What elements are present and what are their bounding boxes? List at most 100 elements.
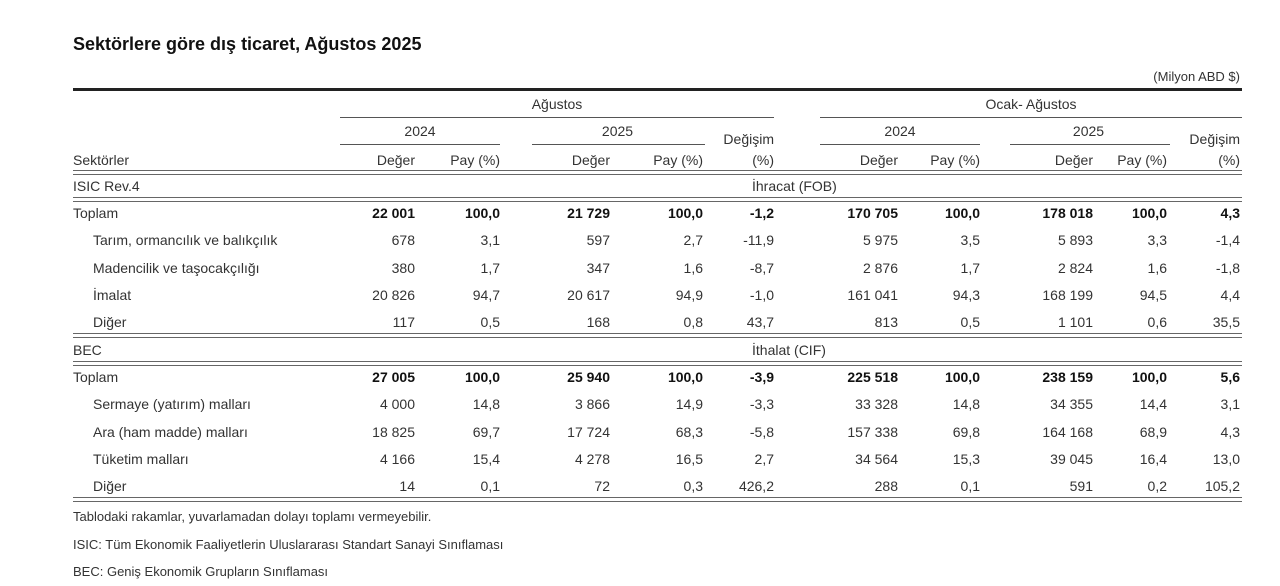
footnote: Tablodaki rakamlar, yuvarlamadan dolayı … [73, 509, 432, 524]
table-cell: 238 159 [1042, 369, 1093, 385]
table-cell: 2 876 [862, 259, 898, 276]
table-cell: 100,0 [1131, 205, 1167, 221]
table-cell: 16,5 [675, 450, 703, 467]
table-cell: 69,7 [472, 423, 500, 440]
table-cell: -1,2 [749, 205, 774, 221]
value-header: Değer [376, 152, 415, 168]
table-cell: 100,0 [1131, 369, 1167, 385]
row-label: İmalat [93, 286, 132, 303]
table-cell: 14,8 [472, 396, 500, 413]
divider [73, 333, 1242, 338]
table-cell: 14,8 [952, 396, 980, 413]
page-title: Sektörlere göre dış ticaret, Ağustos 202… [73, 34, 422, 54]
footnote: BEC: Geniş Ekonomik Grupların Sınıflamas… [73, 564, 329, 579]
table-cell: 4 166 [379, 450, 415, 467]
flow-label: İhracat (FOB) [752, 178, 837, 194]
table-cell: 94,7 [472, 286, 500, 303]
row-label: Madencilik ve taşocakçılığı [93, 259, 260, 276]
table-cell: 43,7 [746, 314, 774, 331]
table-cell: 3,5 [960, 232, 980, 249]
change-unit-header: (%) [752, 152, 774, 168]
table-cell: 1,6 [1147, 259, 1167, 276]
period-august: Ağustos [531, 96, 583, 112]
table-cell: 25 940 [567, 369, 610, 385]
table-cell: 678 [391, 232, 415, 249]
classification-label: BEC [73, 342, 102, 358]
table-cell: 39 045 [1050, 450, 1093, 467]
table-cell: 168 199 [1042, 286, 1093, 303]
value-header: Değer [1054, 152, 1093, 168]
table-cell: 5 975 [862, 232, 898, 249]
period-jan-aug: Ocak- Ağustos [985, 96, 1077, 112]
table-cell: -1,0 [749, 286, 774, 303]
unit-label: (Milyon ABD $) [1153, 69, 1240, 84]
table-cell: 4 000 [379, 396, 415, 413]
value-header: Değer [571, 152, 610, 168]
table-cell: 13,0 [1212, 450, 1240, 467]
table-cell: 813 [874, 314, 898, 331]
divider [73, 197, 1242, 202]
table-cell: 4,3 [1220, 423, 1240, 440]
divider [820, 117, 1242, 118]
table-cell: -5,8 [749, 423, 774, 440]
change-header: Değişim [723, 131, 774, 147]
table-cell: 34 355 [1050, 396, 1093, 413]
table-cell: 3,1 [1220, 396, 1240, 413]
flow-label: İthalat (CIF) [752, 342, 826, 358]
table-cell: 33 328 [855, 396, 898, 413]
table-cell: 161 041 [847, 286, 898, 303]
table-cell: 0,1 [480, 478, 500, 495]
table-cell: 0,6 [1147, 314, 1167, 331]
table-cell: 4,4 [1220, 286, 1240, 303]
table-cell: 168 [586, 314, 610, 331]
table-cell: 20 617 [567, 286, 610, 303]
divider [340, 117, 774, 118]
table-cell: 4,3 [1220, 205, 1240, 221]
table-cell: 5 893 [1057, 232, 1093, 249]
table-cell: 117 [392, 314, 415, 331]
row-label: Toplam [73, 205, 119, 221]
table-cell: 15,4 [472, 450, 500, 467]
table-cell: 100,0 [944, 369, 980, 385]
table-cell: 68,9 [1139, 423, 1167, 440]
share-header: Pay (%) [653, 152, 703, 168]
table-cell: 1,6 [683, 259, 703, 276]
table-cell: 1,7 [960, 259, 980, 276]
table-cell: 68,3 [675, 423, 703, 440]
table-cell: 14 [399, 478, 415, 495]
table-cell: 100,0 [944, 205, 980, 221]
year-2025: 2025 [1072, 123, 1105, 139]
table-cell: 35,5 [1212, 314, 1240, 331]
table-cell: 380 [391, 259, 415, 276]
table-cell: 100,0 [464, 369, 500, 385]
row-label: Tarım, ormancılık ve balıkçılık [93, 232, 278, 249]
divider [340, 144, 500, 145]
table-cell: 225 518 [847, 369, 898, 385]
table-cell: 14,4 [1139, 396, 1167, 413]
table-cell: 94,3 [952, 286, 980, 303]
row-label: Tüketim malları [93, 450, 189, 467]
table-cell: 170 705 [847, 205, 898, 221]
table-cell: -11,9 [743, 232, 774, 249]
table-cell: 3,3 [1147, 232, 1167, 249]
table-cell: 15,3 [952, 450, 980, 467]
table-cell: 0,2 [1147, 478, 1167, 495]
share-header: Pay (%) [930, 152, 980, 168]
table-cell: 94,5 [1139, 286, 1167, 303]
year-2024: 2024 [404, 123, 436, 139]
table-cell: 16,4 [1139, 450, 1167, 467]
table-cell: 347 [586, 259, 610, 276]
divider [73, 88, 1242, 91]
divider [73, 361, 1242, 366]
table-cell: 0,5 [480, 314, 500, 331]
table-cell: 5,6 [1220, 369, 1240, 385]
table-cell: 100,0 [667, 369, 703, 385]
table-cell: 288 [874, 478, 898, 495]
table-cell: 157 338 [847, 423, 898, 440]
share-header: Pay (%) [1117, 152, 1167, 168]
table-cell: -1,4 [1215, 232, 1240, 249]
value-header: Değer [859, 152, 898, 168]
table-cell: 591 [1069, 478, 1093, 495]
table-cell: 34 564 [855, 450, 898, 467]
row-label: Toplam [73, 369, 119, 385]
